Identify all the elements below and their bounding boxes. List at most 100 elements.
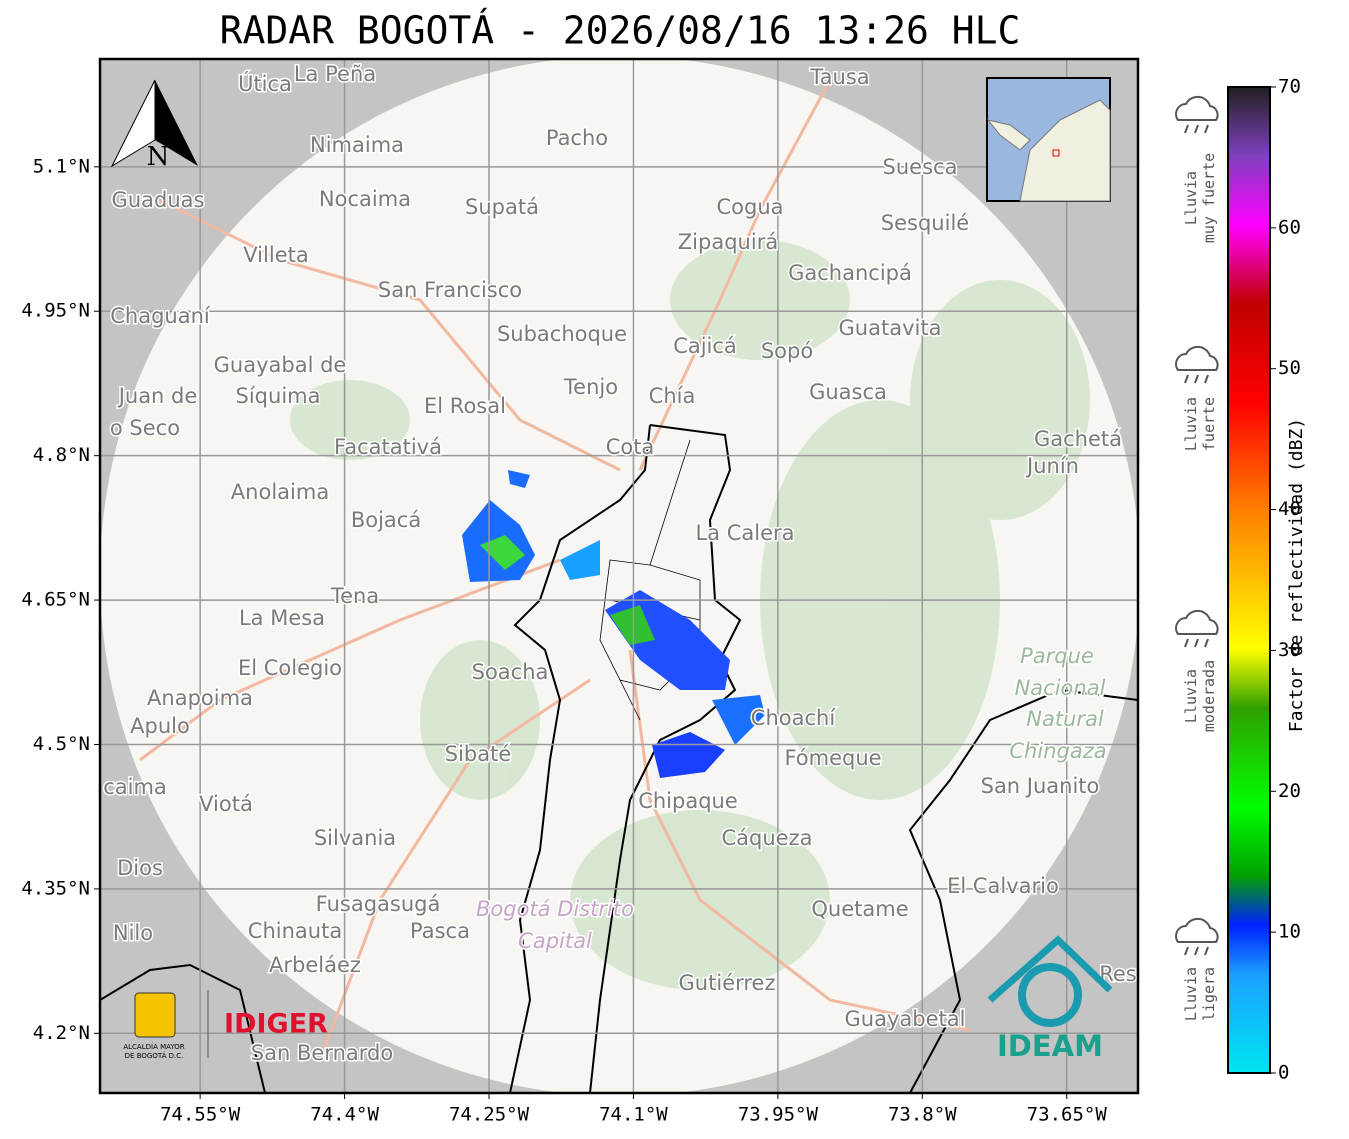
place-label: Dios	[117, 856, 163, 880]
place-label: San Juanito	[981, 774, 1100, 798]
inset-map	[986, 77, 1111, 202]
place-label: Chingaza	[1009, 739, 1106, 763]
place-label: Subachoque	[497, 322, 627, 346]
colorbar-label: Factor de reflectividad (dBZ)	[1286, 418, 1307, 732]
x-tick-label: 74.4°W	[310, 1104, 379, 1126]
place-label: Viotá	[199, 792, 253, 816]
place-label: La Mesa	[239, 606, 325, 630]
place-label: Zipaquirá	[678, 230, 778, 254]
grid	[100, 59, 1138, 1093]
place-label: Soacha	[472, 660, 549, 684]
place-label: Fusagasugá	[316, 892, 441, 916]
x-tick-label: 74.1°W	[599, 1104, 668, 1126]
place-label: Sopó	[761, 339, 813, 363]
colorbar-tick-label: 70	[1278, 76, 1301, 98]
legend-label: Lluvia	[1182, 171, 1200, 225]
place-label: Nocaima	[319, 187, 411, 211]
y-tick-label: 4.95°N	[21, 300, 90, 322]
place-label: Síquima	[236, 384, 321, 408]
cloud-icon	[1175, 917, 1219, 943]
colorbar-tick-label: 20	[1278, 780, 1301, 802]
y-tick-label: 4.65°N	[21, 589, 90, 611]
place-label: El Colegio	[238, 656, 342, 680]
logo-text: ALCALDÍA MAYOR	[123, 1042, 184, 1051]
place-label: Junín	[1025, 454, 1079, 478]
logo-text: DE BOGOTÁ D.C.	[125, 1051, 184, 1060]
place-label: Nacional	[1015, 676, 1106, 700]
place-label: Útica	[238, 71, 292, 96]
place-label: Bogotá Distrito	[476, 897, 634, 921]
place-label: Sesquilé	[881, 211, 969, 235]
place-label: Tena	[330, 584, 379, 608]
logo-ideam: IDEAM	[987, 935, 1113, 1063]
colorbar-tick-label: 30	[1278, 639, 1301, 661]
place-label: Gutiérrez	[679, 971, 776, 995]
map-area: Útica La Peña Tausa Nimaima Pacho Guaduas Noca…	[100, 59, 1138, 1093]
place-label: Silvania	[314, 826, 396, 850]
colorbar	[1227, 86, 1271, 1074]
place-label: Apulo	[130, 714, 190, 738]
title: RADAR BOGOTÁ - 2026/08/16 13:26 HLC	[220, 9, 1021, 53]
place-label: Villeta	[243, 243, 308, 267]
cloud-icon	[1175, 609, 1219, 635]
roads	[139, 79, 971, 1061]
place-label: Anapoima	[147, 686, 253, 710]
place-label: San Francisco	[378, 278, 522, 302]
place-labels: Útica La Peña Tausa Nimaima Pacho Guaduas Noca…	[102, 61, 1138, 1067]
place-label: Cajicá	[673, 334, 737, 358]
x-tick-label: 73.8°W	[888, 1104, 957, 1126]
y-tick-label: 4.35°N	[21, 877, 90, 899]
place-label: Guatavita	[839, 316, 942, 340]
place-label: Bojacá	[351, 508, 421, 532]
place-label: Tenjo	[563, 375, 618, 399]
x-tick-label: 74.55°W	[160, 1104, 241, 1126]
cloud-icon	[1175, 345, 1219, 371]
place-label: Juan de	[117, 384, 198, 408]
colorbar-tick-label: 10	[1278, 921, 1301, 943]
map-frame	[98, 57, 1140, 1095]
place-label: o Seco	[110, 416, 180, 440]
rain-drops	[1184, 638, 1209, 648]
place-label: Choachí	[751, 706, 837, 730]
radar-echoes	[462, 470, 765, 778]
place-label: Gachancipá	[788, 261, 912, 285]
place-label: Sibaté	[445, 742, 512, 766]
logo-alcaldia: ALCALDÍA MAYOR DE BOGOTÁ D.C. IDIGER	[123, 990, 328, 1060]
legend-label: Lluvia	[1182, 397, 1200, 451]
y-tick-label: 4.8°N	[33, 444, 90, 466]
colorbar-tick-label: 40	[1278, 498, 1301, 520]
legend-label: moderada	[1200, 660, 1218, 732]
logo-ideam-text: IDEAM	[997, 1029, 1103, 1063]
place-label: Guayabal de	[214, 353, 347, 377]
north-label: N	[147, 142, 170, 172]
logo-idiger: IDIGER	[224, 1009, 328, 1040]
place-label: Natural	[1026, 707, 1104, 731]
y-tick-label: 4.2°N	[33, 1022, 90, 1044]
cloud-icon	[1175, 95, 1219, 121]
place-label: caima	[103, 775, 167, 799]
x-tick-label: 73.95°W	[738, 1104, 819, 1126]
place-label: Suesca	[883, 155, 958, 179]
place-label: Gachetá	[1034, 427, 1122, 451]
place-label: Guaduas	[112, 188, 205, 212]
place-label: Nilo	[113, 921, 153, 945]
place-label: Fómeque	[784, 746, 881, 770]
place-label: Guasca	[809, 380, 887, 404]
place-label: Chaguaní	[110, 304, 211, 328]
legend-label: Lluvia	[1182, 967, 1200, 1021]
place-label: La Calera	[695, 521, 794, 545]
y-tick-label: 5.1°N	[33, 155, 90, 177]
place-label: Chía	[649, 384, 696, 408]
legend-label: ligera	[1200, 967, 1218, 1021]
place-label: Cogua	[716, 195, 783, 219]
rain-drops	[1184, 946, 1209, 956]
place-label: Arbeláez	[269, 953, 361, 977]
place-label: Tausa	[809, 65, 869, 89]
place-label: Supatá	[465, 195, 539, 219]
place-label: San Bernardo	[251, 1041, 393, 1065]
legend-label: fuerte	[1200, 397, 1218, 451]
legend-label: Lluvia	[1182, 669, 1200, 723]
x-tick-label: 73.65°W	[1027, 1104, 1108, 1126]
place-label: Parque	[1020, 644, 1094, 668]
